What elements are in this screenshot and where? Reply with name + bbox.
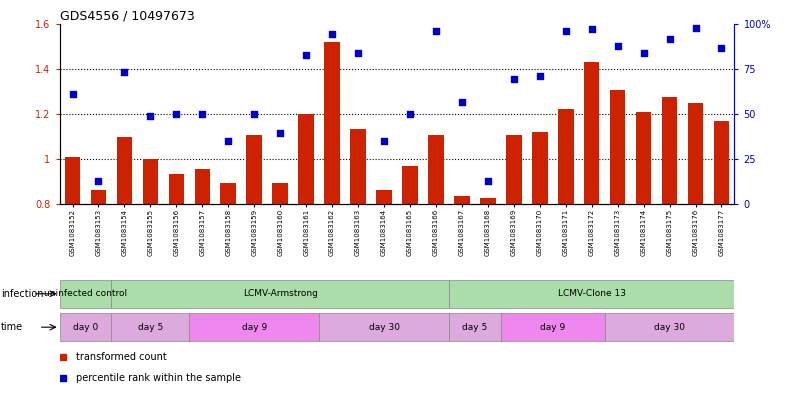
Bar bbox=[532, 132, 548, 204]
Bar bbox=[111, 280, 449, 308]
Point bbox=[611, 43, 624, 50]
Bar bbox=[480, 198, 495, 204]
Text: day 9: day 9 bbox=[241, 323, 267, 332]
Point bbox=[144, 113, 156, 119]
Text: day 9: day 9 bbox=[540, 323, 565, 332]
Bar bbox=[636, 112, 651, 204]
Point bbox=[248, 111, 260, 117]
Bar bbox=[449, 280, 734, 308]
Point bbox=[222, 138, 235, 144]
Point bbox=[66, 90, 79, 97]
Bar bbox=[506, 136, 522, 204]
Bar bbox=[221, 183, 236, 204]
Bar bbox=[584, 62, 599, 204]
Text: day 5: day 5 bbox=[138, 323, 163, 332]
Point bbox=[585, 26, 598, 32]
Bar bbox=[111, 313, 189, 341]
Bar bbox=[91, 190, 106, 204]
Point bbox=[638, 50, 650, 56]
Bar bbox=[449, 313, 501, 341]
Text: day 30: day 30 bbox=[654, 323, 685, 332]
Bar bbox=[272, 183, 288, 204]
Bar bbox=[714, 121, 729, 204]
Point bbox=[430, 28, 442, 35]
Bar bbox=[189, 313, 319, 341]
Text: percentile rank within the sample: percentile rank within the sample bbox=[76, 373, 241, 383]
Point bbox=[715, 45, 728, 51]
Bar bbox=[324, 42, 340, 204]
Point bbox=[663, 36, 676, 42]
Bar bbox=[65, 157, 80, 204]
Bar bbox=[117, 136, 133, 204]
Text: infection: infection bbox=[1, 289, 44, 299]
Point bbox=[92, 178, 105, 184]
Point bbox=[300, 52, 313, 59]
Text: time: time bbox=[1, 322, 23, 332]
Point bbox=[170, 111, 183, 117]
Point bbox=[196, 111, 209, 117]
Point bbox=[274, 130, 287, 136]
Bar bbox=[454, 196, 470, 204]
Text: transformed count: transformed count bbox=[76, 352, 168, 362]
Text: day 5: day 5 bbox=[462, 323, 488, 332]
Point bbox=[560, 28, 572, 35]
Point bbox=[689, 25, 702, 31]
Text: uninfected control: uninfected control bbox=[44, 289, 127, 298]
Point bbox=[481, 178, 494, 184]
Text: day 30: day 30 bbox=[368, 323, 399, 332]
Point bbox=[352, 50, 364, 56]
Text: day 0: day 0 bbox=[73, 323, 98, 332]
Bar bbox=[403, 166, 418, 204]
Point bbox=[326, 31, 338, 37]
Text: GDS4556 / 10497673: GDS4556 / 10497673 bbox=[60, 10, 195, 23]
Bar bbox=[610, 90, 626, 204]
Point bbox=[118, 69, 131, 75]
Bar bbox=[60, 313, 111, 341]
Point bbox=[456, 98, 468, 105]
Bar bbox=[661, 97, 677, 204]
Point bbox=[378, 138, 391, 144]
Bar bbox=[168, 174, 184, 204]
Point bbox=[507, 76, 520, 82]
Text: LCMV-Clone 13: LCMV-Clone 13 bbox=[557, 289, 626, 298]
Bar bbox=[319, 313, 449, 341]
Text: LCMV-Armstrong: LCMV-Armstrong bbox=[243, 289, 318, 298]
Point bbox=[403, 111, 416, 117]
Bar bbox=[688, 103, 703, 204]
Bar bbox=[195, 169, 210, 204]
Bar bbox=[558, 110, 573, 204]
Bar bbox=[246, 136, 262, 204]
Bar bbox=[299, 114, 314, 204]
Bar bbox=[60, 280, 111, 308]
Bar bbox=[376, 190, 391, 204]
Point bbox=[534, 72, 546, 79]
Bar bbox=[501, 313, 605, 341]
Bar bbox=[605, 313, 734, 341]
Bar bbox=[428, 136, 444, 204]
Bar bbox=[143, 159, 158, 204]
Bar bbox=[350, 129, 366, 204]
